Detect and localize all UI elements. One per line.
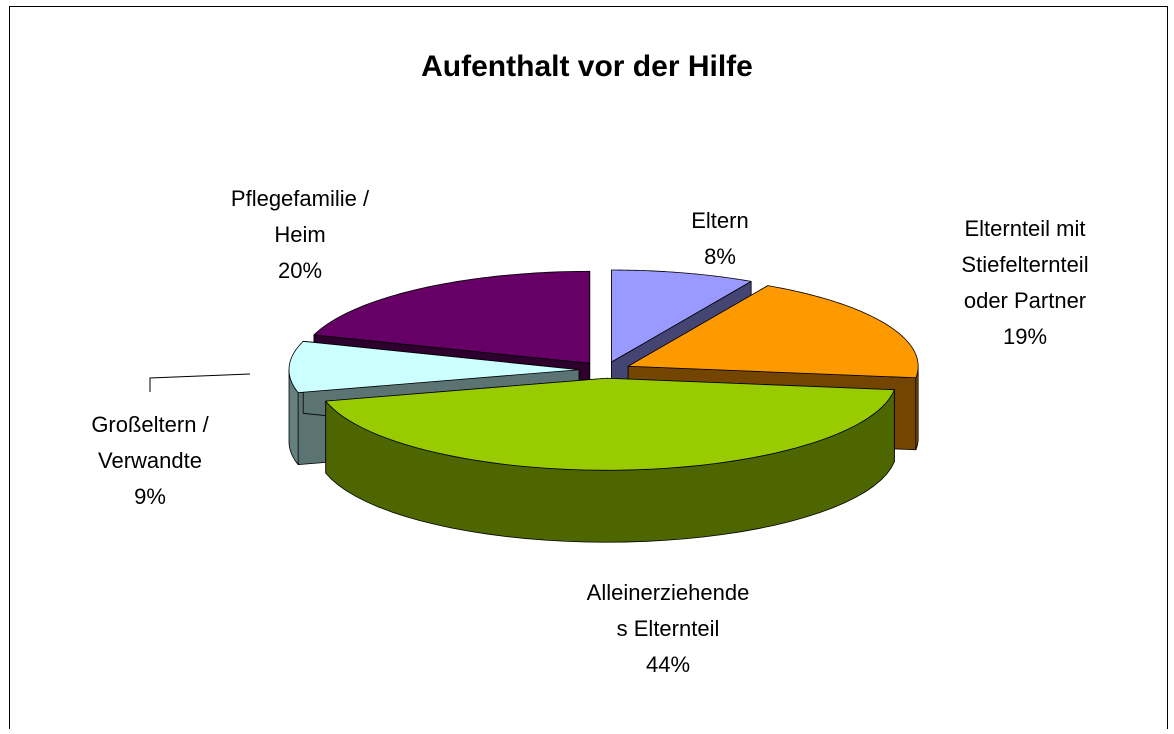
label-line: s Elternteil — [617, 616, 720, 641]
label-line: oder Partner — [964, 288, 1086, 313]
chart-title: Aufenthalt vor der Hilfe — [421, 50, 753, 83]
data-label: Pflegefamilie / Heim — [231, 186, 370, 247]
slice — [325, 377, 895, 543]
data-label: Alleinerziehende s Elternteil — [587, 580, 750, 641]
slice-top — [313, 270, 591, 364]
label-line: Verwandte — [98, 448, 202, 473]
value-label: 8% — [704, 244, 736, 269]
slice-top — [611, 269, 752, 363]
label-line: Pflegefamilie / — [231, 186, 370, 211]
label-line: Stiefelternteil — [961, 252, 1088, 277]
value-label: 9% — [134, 484, 166, 509]
value-label: 44% — [646, 652, 690, 677]
label-line: Elternteil mit — [964, 216, 1085, 241]
label-line: Großeltern / — [91, 412, 209, 437]
data-label: Großeltern / Verwandte — [91, 412, 209, 473]
slice-top — [627, 285, 919, 379]
label-line: Alleinerziehende — [587, 580, 750, 605]
data-label: Elternteil mit Stiefelternteil oder Partne… — [961, 216, 1088, 313]
value-label: 19% — [1003, 324, 1047, 349]
slice-side — [915, 365, 919, 451]
label-line: Heim — [274, 222, 325, 247]
value-label: 20% — [278, 258, 322, 283]
leader-line — [149, 373, 251, 392]
slice-top — [325, 377, 895, 471]
data-label: Eltern — [691, 208, 748, 233]
label-line: Eltern — [691, 208, 748, 233]
slice-top — [288, 340, 580, 394]
